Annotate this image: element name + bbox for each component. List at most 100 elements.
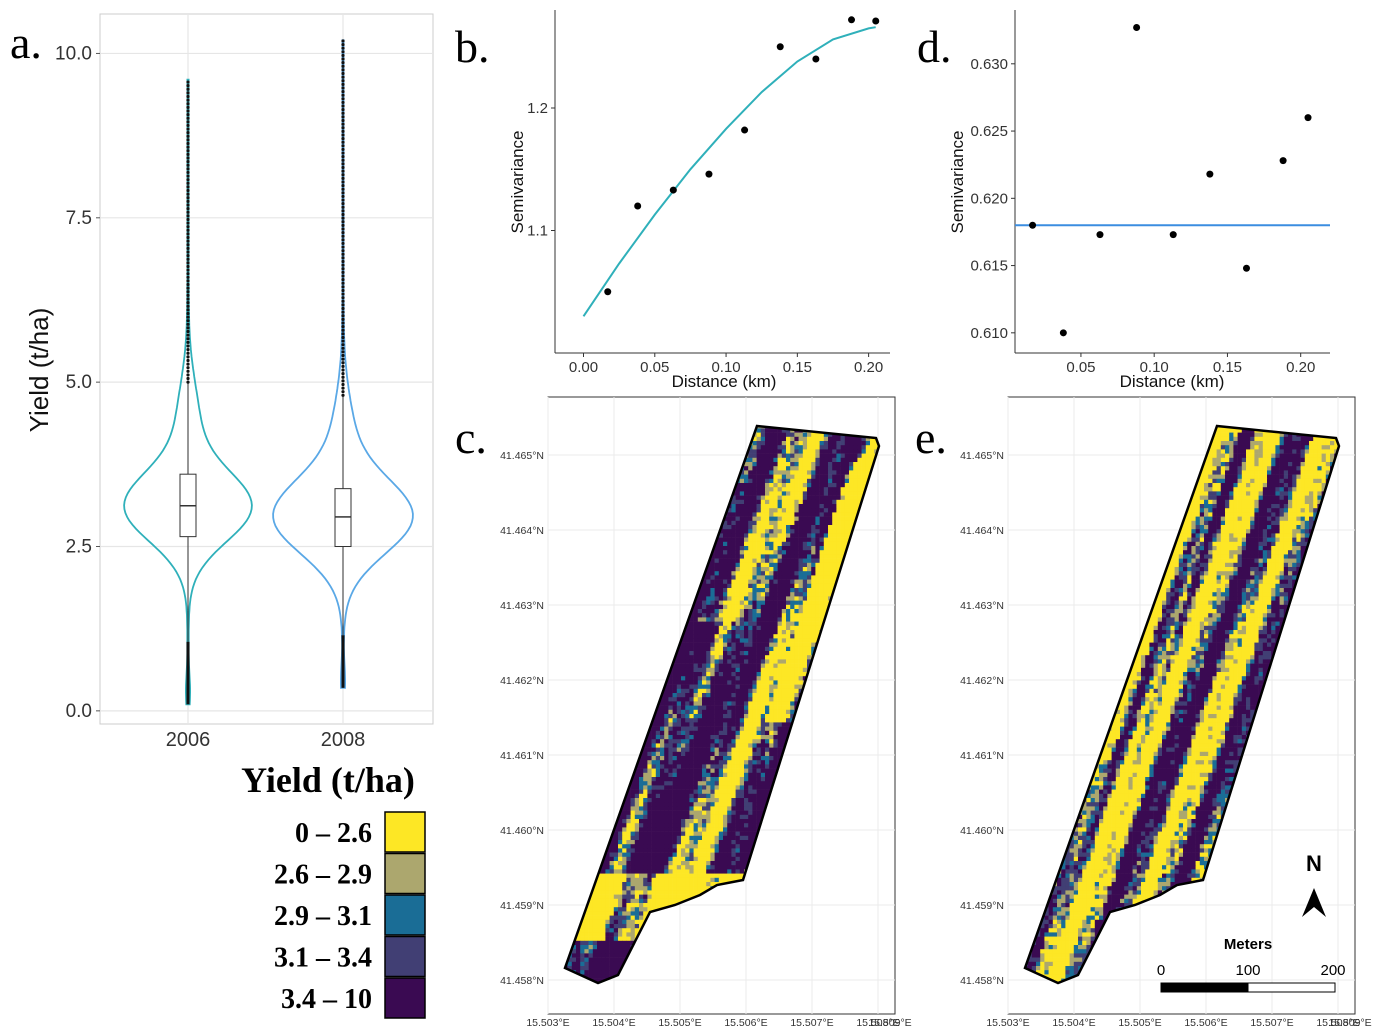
map-cell [752,441,757,446]
map-cell [769,571,774,576]
outlier-point [186,217,190,222]
map-cell [861,466,867,471]
map-cell [773,554,778,559]
map-cell [840,436,846,442]
outlier-point [186,80,190,84]
map-cell [697,600,703,606]
semivariance-point [1133,23,1141,31]
map-cell [676,651,682,656]
map-cell [773,474,778,480]
map-cell [807,638,812,643]
map-cell [781,474,787,480]
map-cell [802,600,808,606]
outlier-point [186,192,190,196]
outlier-point [341,245,345,249]
map-cell [748,625,753,631]
map-cell [697,630,703,635]
map-cell [823,571,829,576]
map-cell [706,617,711,622]
map-cell [849,457,854,463]
map-cell [798,579,804,585]
map-cell [828,558,833,564]
map-cell [693,604,699,610]
map-cell [723,625,728,631]
outlier-point [341,299,345,303]
map-cell [844,512,850,517]
map-cell [706,659,711,664]
map-cell [756,617,762,622]
map-cell [693,625,699,631]
map-cell [794,613,799,618]
outlier-point [341,133,345,137]
map-cell [781,630,787,635]
map-cell [786,520,791,526]
map-cell [765,663,770,669]
map-cell [718,562,724,568]
map-cell [697,604,703,610]
map-cell [765,546,770,551]
outlier-point [341,386,345,390]
map-cell [718,655,724,660]
map-cell [744,642,749,648]
map-cell [773,541,778,547]
map-cell [790,550,795,555]
map-cell [718,550,724,555]
map-cell [781,546,787,551]
map-cell [819,588,825,593]
map-cell [760,462,766,467]
map-cell [769,558,774,564]
map-cell [765,617,770,622]
map-cell [786,646,791,652]
map-cell [739,571,745,576]
map-cell [723,659,728,664]
map-cell [681,655,686,660]
map-cell [731,659,736,664]
map-cell [819,583,825,589]
map-cell [836,562,841,568]
map-cell [739,516,745,522]
map-cell [815,579,820,585]
map-cell [849,525,854,530]
map-cell [823,516,829,522]
map-cell [815,516,820,522]
map-cell [752,512,757,517]
map-cell [723,630,728,635]
map-cell [790,491,795,496]
map-cell [748,583,753,589]
map-cell [836,445,841,450]
outlier-point [341,194,345,199]
map-cell [706,592,711,597]
panel-d-semivariogram: 0.05 0.10 0.15 0.200.6100.6150.6200.6250.63… [917,10,1330,391]
map-cell [748,470,753,475]
map-cell [823,604,829,610]
outlier-point [341,93,345,97]
map-cell [786,588,791,593]
map-cell [735,609,741,614]
map-cell [798,470,804,475]
map-cell [744,499,749,505]
map-cell [786,554,791,559]
map-cell [790,546,795,551]
map-cell [756,453,762,459]
map-cell [794,483,799,488]
map-cell [727,642,732,648]
map-cell [773,588,778,593]
outlier-point [341,108,345,112]
outlier-point [186,286,190,290]
map-cell [819,533,825,538]
map-cell [748,449,753,454]
map-cell [693,642,699,648]
map-cell [853,462,858,467]
map-cell [714,655,720,660]
map-cell [828,554,833,559]
map-cell [744,466,749,471]
map-cell [706,579,711,585]
map-cell [739,659,745,664]
map-cell [861,487,867,492]
map-cell [727,516,732,522]
legend-item-label: 2.9 – 3.1 [274,901,372,932]
map-cell [723,617,728,622]
map-cell [794,436,799,442]
map-cell [840,441,846,446]
map-cell [744,621,749,627]
